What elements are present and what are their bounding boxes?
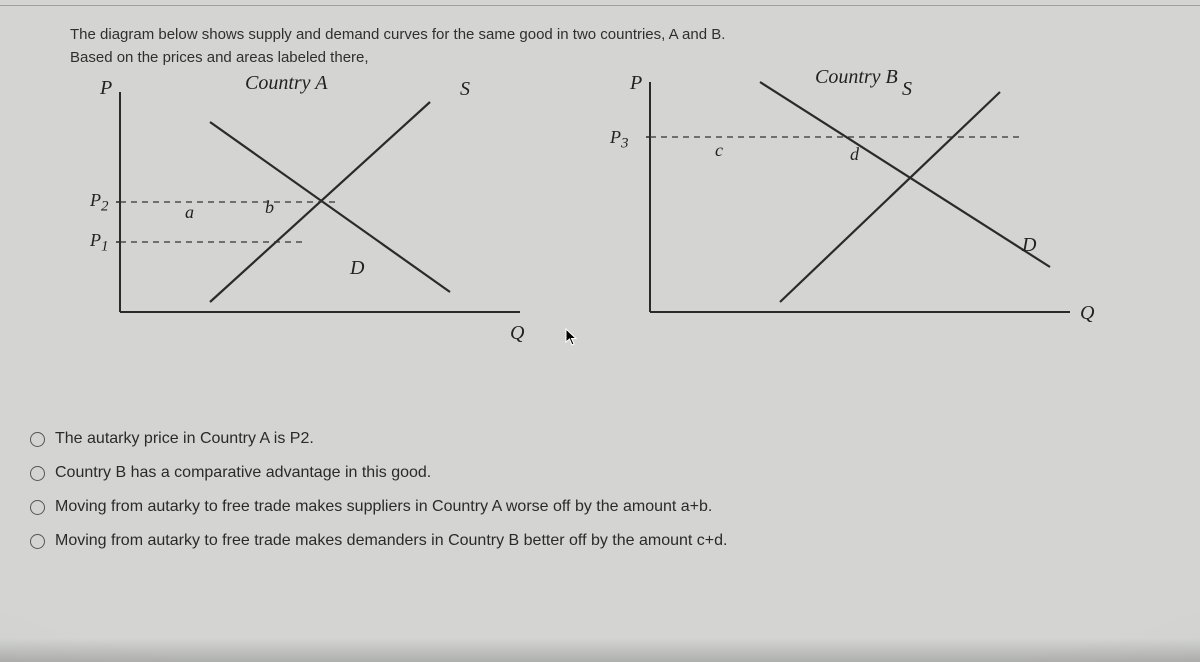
axis-label-q-a: Q [510, 322, 524, 345]
axis-label-p-a: P [100, 77, 112, 100]
title-country-b: Country B [815, 66, 898, 89]
chart-a-svg [70, 72, 550, 362]
price-label-p3: P3 [610, 127, 629, 153]
chart-b-svg [600, 72, 1120, 362]
question-stem: The diagram below shows supply and deman… [70, 26, 725, 66]
diagram-area: P Country A S D P2 P1 a b Q P Country B … [70, 72, 1150, 372]
stem-line-2: Based on the prices and areas labeled th… [70, 49, 725, 66]
stem-line-1: The diagram below shows supply and deman… [70, 26, 725, 43]
quiz-page: The diagram below shows supply and deman… [0, 0, 1200, 662]
curve-label-d-b: D [1022, 234, 1036, 257]
curve-label-s-a: S [460, 78, 470, 101]
top-divider [0, 0, 1200, 6]
bottom-shadow [0, 638, 1200, 662]
price-label-p1: P1 [90, 230, 109, 256]
radio-icon[interactable] [30, 500, 45, 515]
curve-label-d-a: D [350, 257, 364, 280]
price-label-p2: P2 [90, 190, 109, 216]
answer-options: The autarky price in Country A is P2. Co… [30, 430, 727, 566]
option-4[interactable]: Moving from autarky to free trade makes … [30, 532, 727, 550]
region-d-label: d [850, 144, 859, 165]
option-3-text: Moving from autarky to free trade makes … [55, 498, 712, 516]
region-c-label: c [715, 140, 723, 161]
region-b-label: b [265, 197, 274, 218]
option-4-text: Moving from autarky to free trade makes … [55, 532, 727, 550]
region-a-label: a [185, 202, 194, 223]
chart-country-a: P Country A S D P2 P1 a b Q [70, 72, 550, 362]
option-1-text: The autarky price in Country A is P2. [55, 430, 314, 448]
axis-label-p-b: P [630, 72, 642, 95]
radio-icon[interactable] [30, 432, 45, 447]
title-country-a: Country A [245, 72, 327, 95]
option-3[interactable]: Moving from autarky to free trade makes … [30, 498, 727, 516]
option-1[interactable]: The autarky price in Country A is P2. [30, 430, 727, 448]
option-2-text: Country B has a comparative advantage in… [55, 464, 431, 482]
curve-label-s-b: S [902, 78, 912, 101]
chart-country-b: P Country B S D P3 c d Q [600, 72, 1120, 362]
radio-icon[interactable] [30, 534, 45, 549]
option-2[interactable]: Country B has a comparative advantage in… [30, 464, 727, 482]
axis-label-q-b: Q [1080, 302, 1094, 325]
radio-icon[interactable] [30, 466, 45, 481]
